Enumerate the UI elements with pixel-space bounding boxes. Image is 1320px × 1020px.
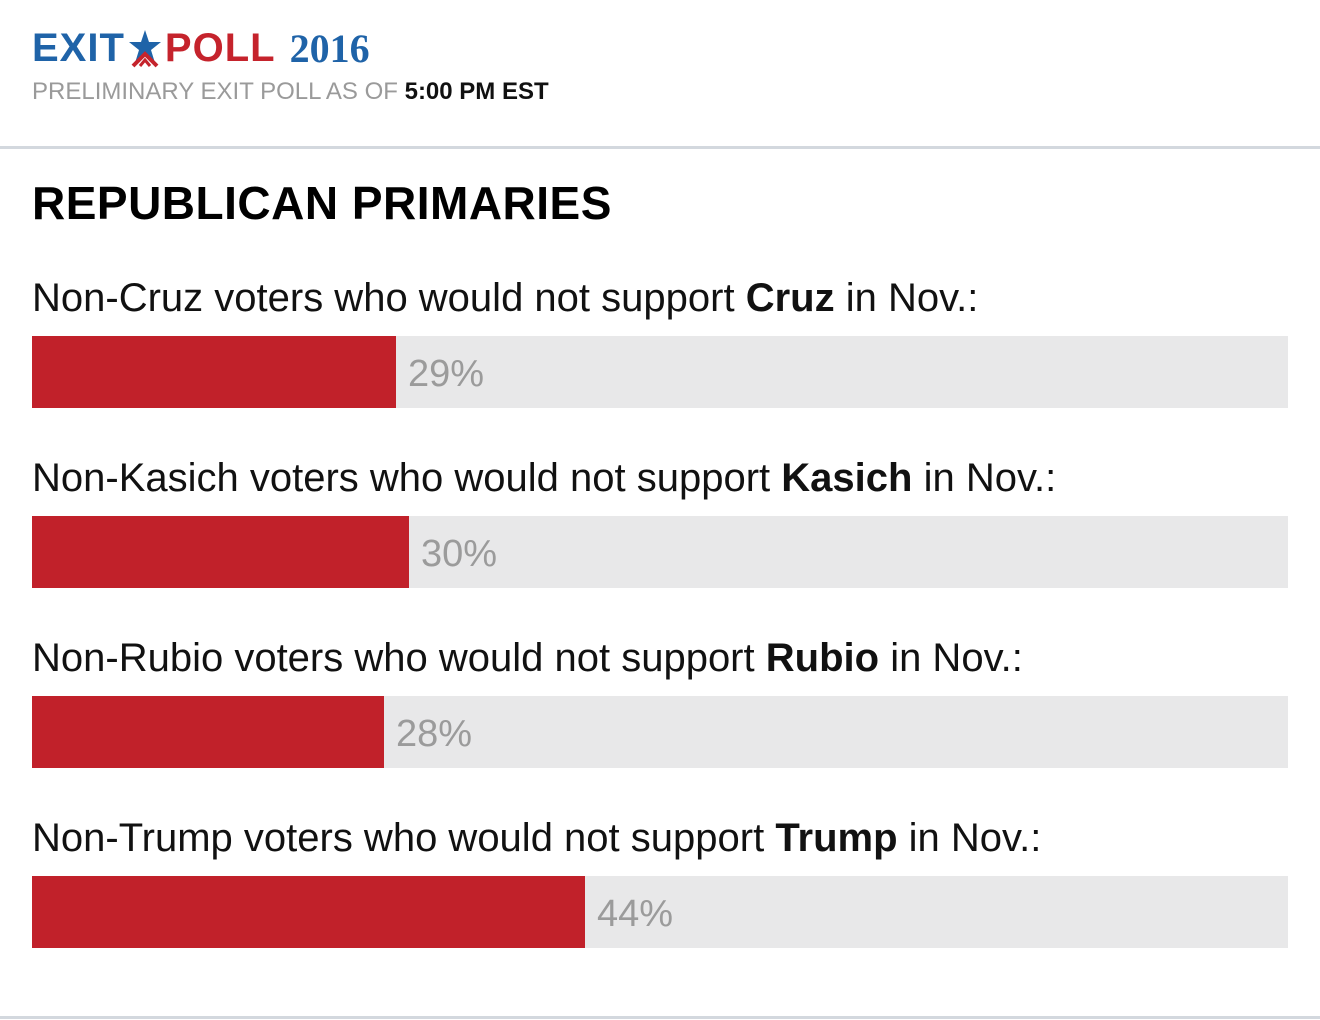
- row-label-suffix: in Nov.:: [923, 456, 1057, 500]
- subtitle: PRELIMINARY EXIT POLL AS OF 5:00 PM EST: [32, 78, 1292, 106]
- bar-value-label: 44%: [597, 893, 674, 935]
- row-label-suffix: in Nov.:: [908, 816, 1042, 860]
- bar-fill: [32, 336, 396, 408]
- header: EXIT POLL 2016 PRELIMINARY EXIT POLL AS …: [32, 22, 1292, 106]
- row-label-prefix: Non-Trump voters who would not support: [32, 816, 765, 860]
- chart-row: Non-Cruz voters who would not support Cr…: [32, 270, 1288, 450]
- chart-row: Non-Kasich voters who would not support …: [32, 450, 1288, 630]
- subtitle-prefix: PRELIMINARY EXIT POLL AS OF: [32, 78, 398, 105]
- chart-title: REPUBLICAN PRIMARIES: [32, 177, 612, 229]
- chart-row: Non-Trump voters who would not support T…: [32, 810, 1288, 990]
- logo-exit-text: EXIT: [32, 25, 125, 70]
- row-label-candidate: Trump: [775, 816, 898, 860]
- star-icon: [128, 30, 161, 68]
- row-label-suffix: in Nov.:: [890, 636, 1023, 680]
- bottom-divider: [0, 1016, 1320, 1019]
- row-label: Non-Trump voters who would not support T…: [32, 816, 1041, 861]
- logo-poll-text: POLL: [164, 25, 276, 70]
- bar-value-label: 30%: [421, 533, 498, 575]
- row-label: Non-Kasich voters who would not support …: [32, 456, 1056, 501]
- row-label-candidate: Rubio: [765, 636, 880, 680]
- logo-year-text: 2016: [289, 25, 370, 71]
- bar-value-label: 29%: [408, 353, 485, 395]
- row-label: Non-Cruz voters who would not support Cr…: [32, 276, 978, 321]
- row-label-prefix: Non-Rubio voters who would not support: [32, 636, 755, 680]
- bar-track: 29%: [32, 336, 1288, 408]
- bar-fill: [32, 516, 409, 588]
- bar-fill: [32, 876, 585, 948]
- exit-poll-logo: EXIT POLL 2016: [32, 22, 1292, 74]
- top-divider: [0, 146, 1320, 149]
- bar-chart: Non-Cruz voters who would not support Cr…: [32, 270, 1288, 990]
- chart-row: Non-Rubio voters who would not support R…: [32, 630, 1288, 810]
- row-label-prefix: Non-Kasich voters who would not support: [32, 456, 771, 500]
- subtitle-time: 5:00 PM EST: [404, 78, 549, 105]
- bar-track: 30%: [32, 516, 1288, 588]
- row-label-suffix: in Nov.:: [845, 276, 979, 320]
- row-label: Non-Rubio voters who would not support R…: [32, 636, 1023, 681]
- bar-track: 44%: [32, 876, 1288, 948]
- row-label-prefix: Non-Cruz voters who would not support: [32, 276, 735, 320]
- row-label-candidate: Kasich: [781, 456, 913, 500]
- row-label-candidate: Cruz: [745, 276, 835, 320]
- bar-track: 28%: [32, 696, 1288, 768]
- bar-value-label: 28%: [396, 713, 473, 755]
- bar-fill: [32, 696, 384, 768]
